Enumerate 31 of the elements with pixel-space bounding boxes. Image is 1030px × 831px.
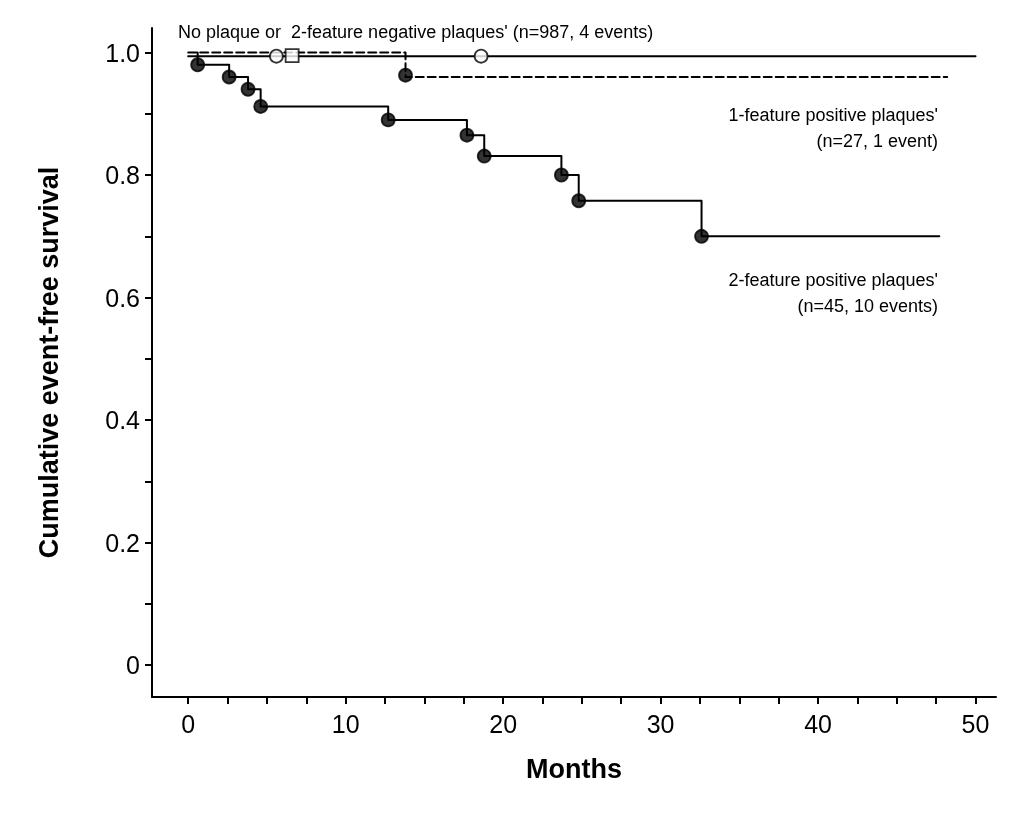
point [476,148,492,164]
y-tick-label: 0.8 [105,161,140,190]
point [398,67,413,83]
point [694,228,709,244]
annotation: 1-feature positive plaques' (n=27, 1 event) [728,105,938,151]
y-axis-title: Cumulative event-free survival [33,166,64,559]
point [190,57,206,73]
point [459,127,475,143]
y-tick-label: 0.4 [105,406,141,435]
y-tick-label: 1.0 [105,38,140,67]
point [554,167,569,183]
point [473,48,489,64]
x-tick-label: 40 [804,709,832,738]
point [221,69,237,85]
x-axis-title: Months [526,753,622,784]
x-tick-label: 30 [646,709,675,738]
annotation: No plaque or 2-feature negative plaques' (n=987, 4 events) [178,22,654,42]
point [253,99,269,114]
x-tick-label: 10 [331,709,360,738]
y-tick-label: 0 [126,651,140,680]
point [284,48,300,63]
x-tick-label: 20 [489,709,518,738]
point [380,112,396,128]
annotation: 2-feature positive plaques' (n=45, 10 events) [728,270,938,316]
point [240,81,256,97]
point [571,193,587,209]
x-tick-label: 50 [961,709,990,738]
y-tick-label: 0.2 [105,528,140,557]
point [269,48,284,64]
y-tick-label: 0.6 [105,283,140,312]
x-tick-label: 0 [181,709,196,738]
